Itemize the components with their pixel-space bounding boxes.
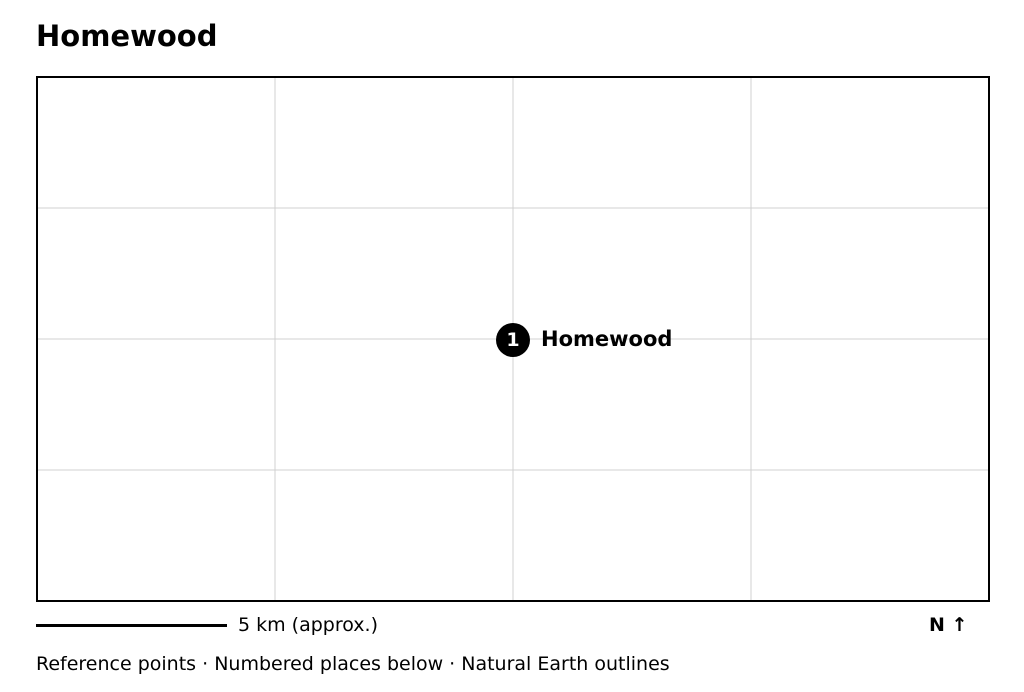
place-marker-1[interactable]: 1 (496, 323, 530, 357)
map-title: Homewood (36, 19, 218, 53)
map-attribution: Reference points · Numbered places below… (36, 653, 670, 675)
map-canvas[interactable]: 1 Homewood (36, 76, 990, 602)
scale-bar (36, 624, 227, 627)
scale-label: 5 km (approx.) (238, 614, 378, 636)
place-label-homewood[interactable]: Homewood (541, 327, 673, 351)
north-arrow: N ↑ (929, 614, 968, 636)
